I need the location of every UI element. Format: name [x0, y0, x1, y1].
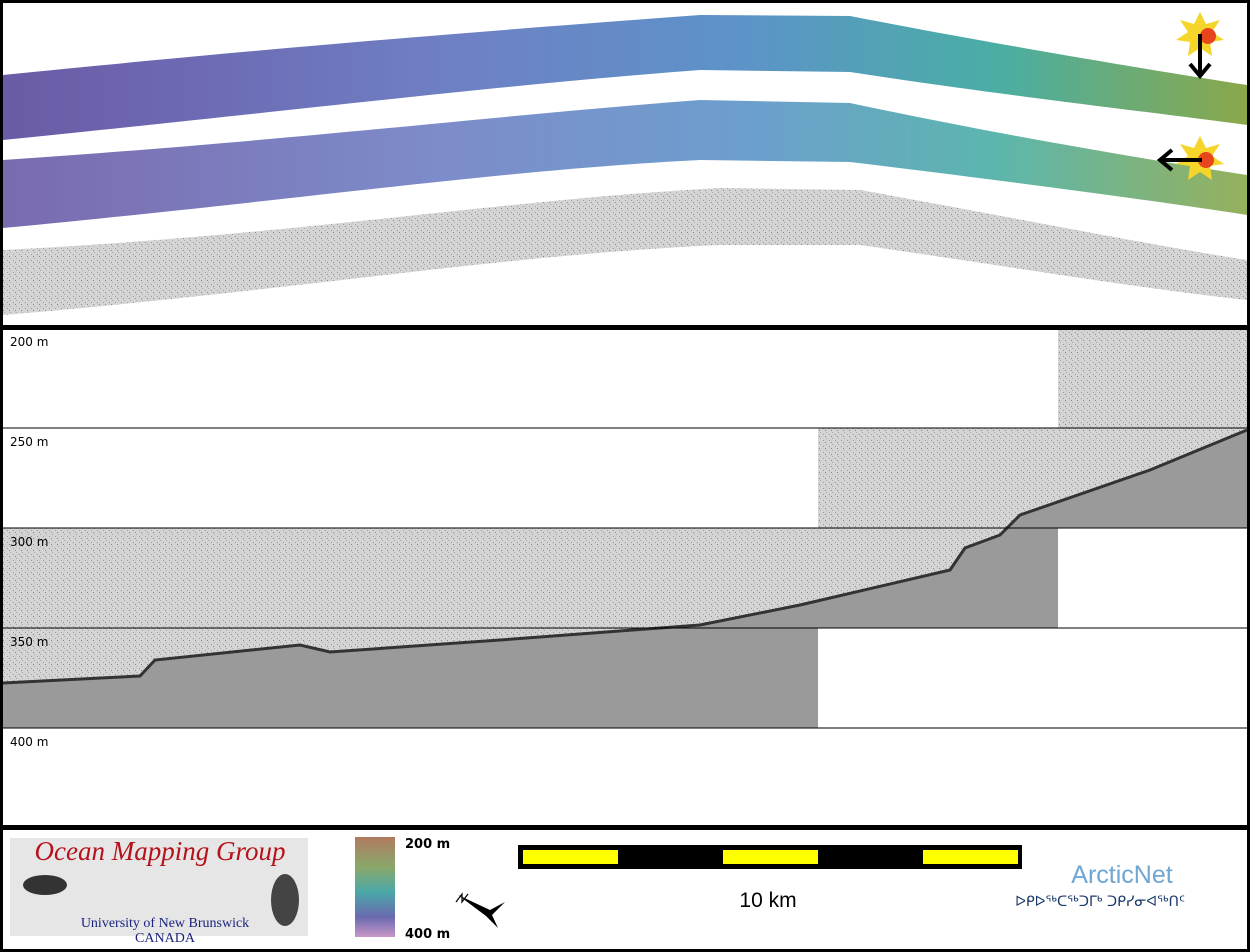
- swath-backscatter: [3, 188, 1247, 315]
- north-arrow: [455, 892, 505, 928]
- colorbar: [355, 837, 395, 937]
- swath-bathymetry-sun-east: [3, 100, 1247, 228]
- scale-label: 10 km: [739, 889, 796, 912]
- depth-dividers: [3, 427, 1247, 729]
- partner-name-inuktitut: ᐅᑭᐅᖅᑕᖅᑐᒥᒃ ᑐᑭᓯᓂᐊᖅᑎᑦ: [1015, 894, 1185, 910]
- logo-university: University of New Brunswick: [81, 916, 249, 931]
- depth-label: 200 m: [10, 335, 48, 349]
- sun-icon: [1156, 136, 1224, 180]
- depth-label: 250 m: [10, 435, 48, 449]
- colorbar-bottom-label: 400 m: [405, 927, 450, 942]
- swath-bathymetry-sun-north: [3, 15, 1247, 140]
- depth-label: 400 m: [10, 735, 48, 749]
- depth-label: 350 m: [10, 635, 48, 649]
- partner-name: ArcticNet: [1071, 861, 1172, 889]
- logo-title: Ocean Mapping Group: [35, 836, 286, 866]
- sun-icon: [1176, 12, 1224, 80]
- logo-country: CANADA: [135, 931, 196, 946]
- depth-label: 300 m: [10, 535, 48, 549]
- colorbar-top-label: 200 m: [405, 837, 450, 852]
- scale-bar: [518, 845, 1022, 869]
- logo: Ocean Mapping Group University of New Br…: [10, 836, 308, 946]
